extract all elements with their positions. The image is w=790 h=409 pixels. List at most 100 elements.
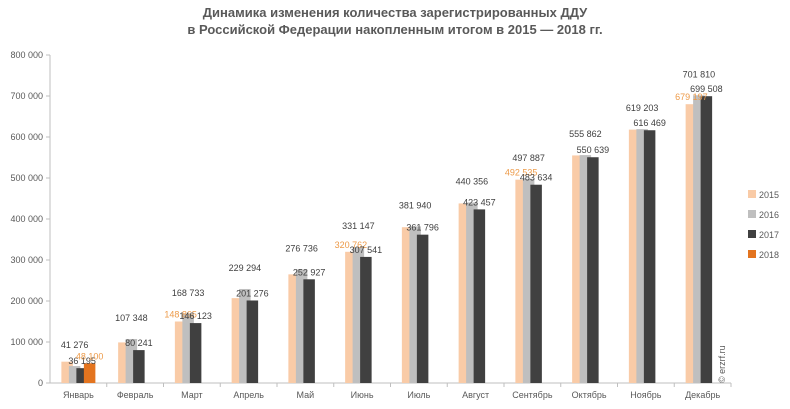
data-label-2016-10: 619 203	[626, 103, 659, 113]
bar-2017-7	[473, 209, 486, 383]
bar-2015-4	[288, 274, 300, 383]
x-tick-label: Январь	[63, 390, 94, 400]
bar-2016-2	[182, 313, 194, 383]
y-tick-label: 600 000	[10, 132, 43, 142]
bar-2016-8	[522, 178, 535, 383]
bar-2015-6	[401, 227, 414, 383]
data-label-2016-8: 497 887	[512, 153, 545, 163]
data-label-2017-1: 80 241	[125, 338, 153, 348]
data-label-2017-4: 252 927	[293, 267, 326, 277]
bar-2015-7	[458, 203, 471, 383]
legend-label-2017: 2017	[759, 230, 779, 240]
y-tick-label: 500 000	[10, 173, 43, 183]
bar-2015-5	[345, 251, 357, 383]
x-tick-label: Июнь	[351, 390, 374, 400]
bar-2017-3	[246, 300, 259, 383]
bar-2015-0	[61, 361, 73, 383]
legend-swatch-2016	[748, 210, 756, 218]
legend-label-2016: 2016	[759, 210, 779, 220]
bar-2017-0	[76, 368, 88, 383]
x-tick-label: Сентябрь	[512, 390, 553, 400]
data-label-2016-0: 41 276	[61, 340, 89, 350]
y-tick-label: 400 000	[10, 214, 43, 224]
data-label-2017-9: 550 639	[577, 145, 610, 155]
data-label-2017-5: 307 541	[350, 245, 383, 255]
bar-2015-8	[515, 179, 527, 383]
x-tick-label: Август	[462, 390, 489, 400]
data-label-2017-0: 36 195	[68, 356, 96, 366]
bar-2015-10	[628, 129, 641, 383]
x-tick-label: Март	[181, 390, 203, 400]
bar-2015-9	[572, 155, 584, 383]
y-tick-label: 0	[38, 378, 43, 388]
x-tick-label: Ноябрь	[630, 390, 662, 400]
bar-2017-10	[643, 130, 656, 383]
data-label-2015-2: 148 865	[164, 310, 197, 320]
bar-2017-6	[416, 234, 429, 383]
data-label-2016-4: 276 736	[285, 244, 318, 254]
bar-2015-2	[174, 321, 187, 383]
bar-2016-10	[636, 129, 648, 383]
bar-2018-0	[83, 363, 96, 383]
bar-2016-11	[693, 95, 705, 383]
data-label-2018-0: 48 100	[76, 351, 104, 361]
data-label-2017-7: 423 457	[463, 197, 496, 207]
x-tick-label: Апрель	[233, 390, 264, 400]
bar-2017-2	[189, 323, 202, 383]
x-tick-label: Июль	[407, 390, 430, 400]
bar-2016-7	[466, 202, 478, 383]
data-label-2017-6: 361 796	[406, 223, 439, 233]
bar-2016-0	[68, 366, 81, 383]
y-tick-label: 300 000	[10, 255, 43, 265]
data-label-2017-11: 699 508	[690, 84, 723, 94]
legend-swatch-2017	[748, 230, 756, 238]
bar-2015-11	[685, 104, 698, 383]
y-tick-label: 200 000	[10, 296, 43, 306]
x-tick-label: Май	[297, 390, 315, 400]
legend-label-2015: 2015	[759, 190, 779, 200]
data-label-2016-5: 331 147	[342, 221, 375, 231]
bar-2017-5	[360, 256, 372, 383]
chart-title-line2: в Российской Федерации накопленным итого…	[187, 22, 603, 37]
watermark-text: © erzrf.ru	[717, 345, 727, 383]
data-label-2017-2: 146 123	[179, 311, 212, 321]
bar-2015-3	[231, 298, 244, 383]
data-label-2016-3: 229 294	[229, 263, 262, 273]
data-label-2016-9: 555 862	[569, 129, 602, 139]
chart-title-line1: Динамика изменения количества зарегистри…	[202, 5, 588, 20]
data-label-2017-10: 616 469	[633, 118, 666, 128]
bar-2017-1	[133, 350, 145, 383]
legend-swatch-2018	[748, 250, 756, 258]
legend-swatch-2015	[748, 190, 756, 198]
data-label-2016-7: 440 356	[456, 176, 489, 186]
data-label-2015-11: 679 197	[675, 92, 708, 102]
x-tick-label: Февраль	[117, 390, 154, 400]
bar-2017-11	[700, 96, 713, 383]
bar-2015-1	[118, 342, 130, 383]
data-label-2015-5: 320 762	[335, 240, 368, 250]
data-label-2016-1: 107 348	[115, 313, 148, 323]
bar-2016-3	[239, 288, 251, 383]
bar-2017-9	[587, 157, 599, 383]
data-label-2016-2: 168 733	[172, 288, 205, 298]
data-label-2016-11: 701 810	[683, 69, 716, 79]
data-label-2016-6: 381 940	[399, 200, 432, 210]
y-tick-label: 700 000	[10, 91, 43, 101]
bar-2017-4	[303, 279, 315, 383]
bar-2016-9	[579, 155, 592, 383]
x-tick-label: Декабрь	[685, 390, 720, 400]
data-label-2017-8: 483 634	[520, 173, 553, 183]
bar-2017-8	[530, 184, 542, 383]
data-label-2015-8: 492 535	[505, 168, 538, 178]
legend-label-2018: 2018	[759, 250, 779, 260]
y-tick-label: 100 000	[10, 337, 43, 347]
bar-2016-1	[125, 338, 138, 383]
data-label-2017-3: 201 276	[236, 288, 269, 298]
bar-2016-4	[295, 269, 308, 383]
y-tick-label: 800 000	[10, 50, 43, 60]
x-tick-label: Октябрь	[572, 390, 607, 400]
bar-2016-6	[409, 226, 421, 383]
chart-title: Динамика изменения количества зарегистри…	[0, 4, 790, 38]
bar-2016-5	[352, 247, 365, 383]
